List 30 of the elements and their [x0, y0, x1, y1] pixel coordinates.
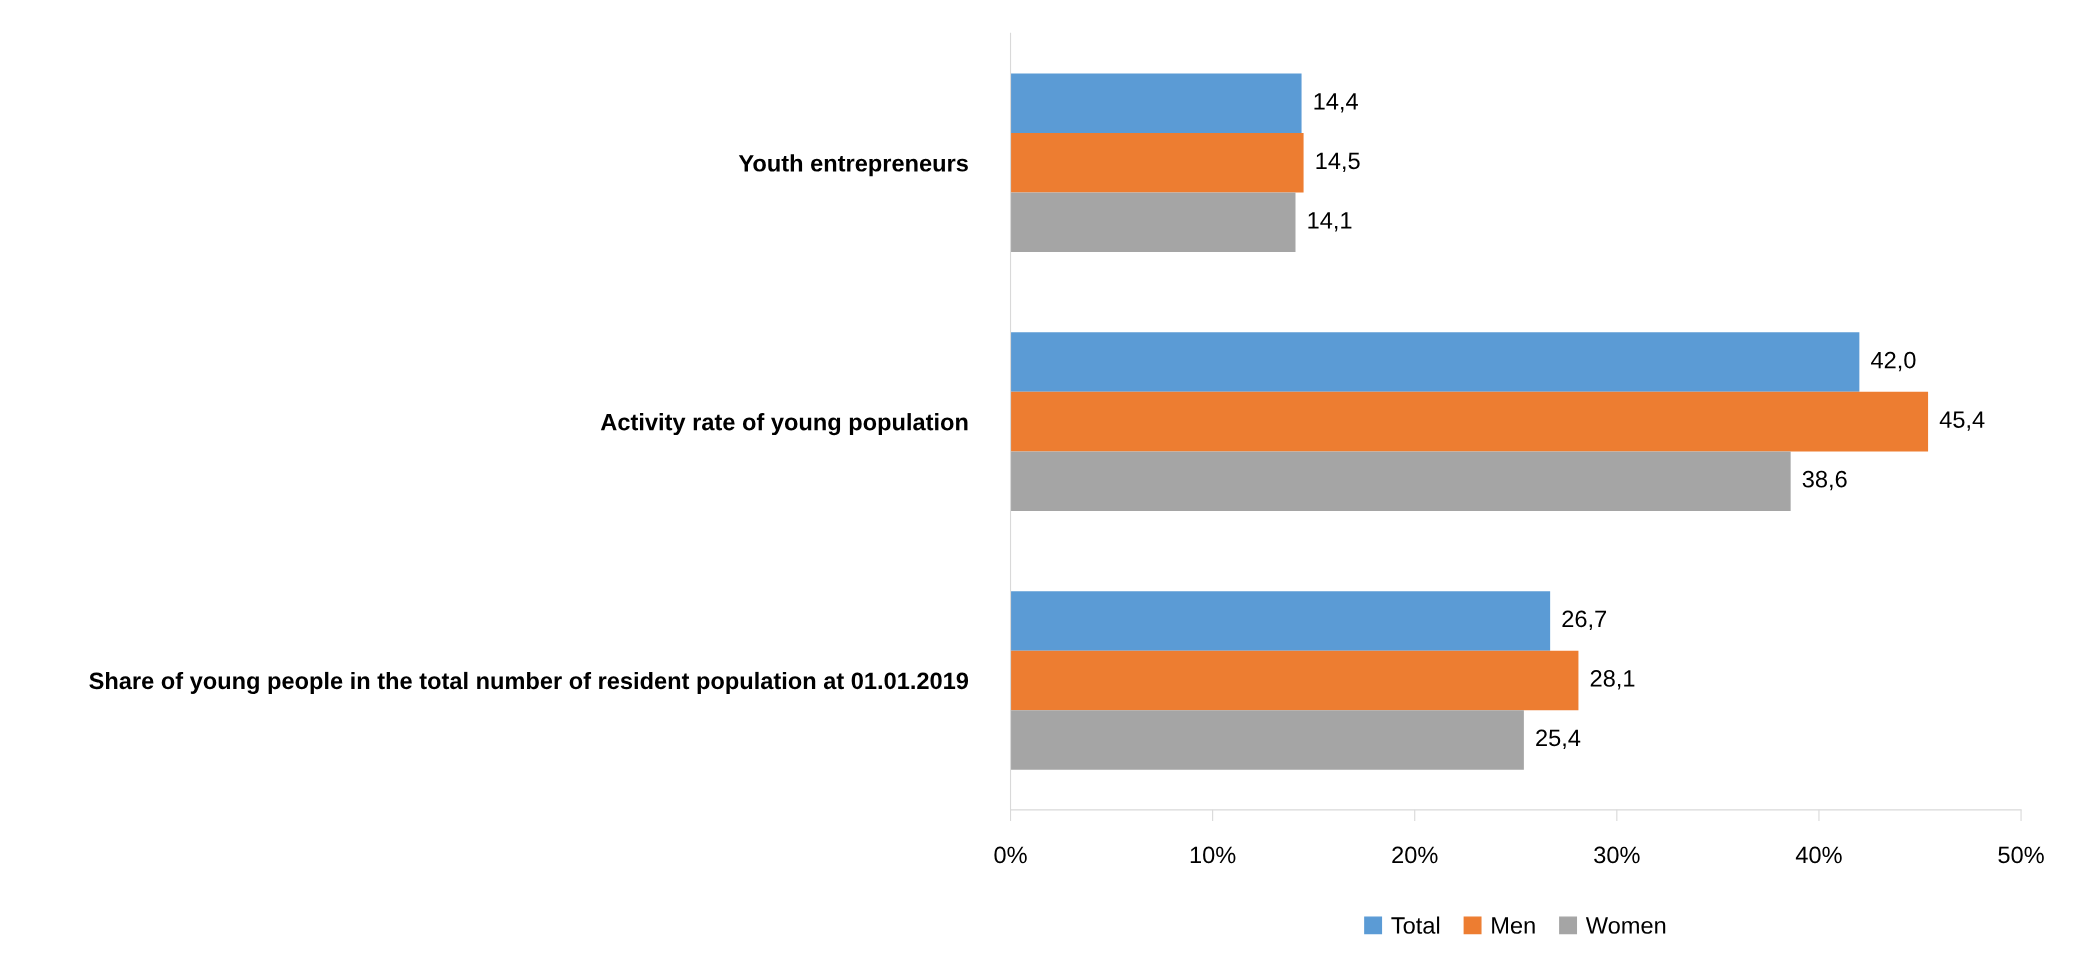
data-label: 38,6	[1802, 470, 1847, 491]
legend-label: Total	[1391, 916, 1440, 934]
y-tick-label: Youth entrepreneurs	[738, 154, 968, 177]
legend-label: Men	[1492, 917, 1535, 934]
x-tick-label: 20%	[1392, 846, 1438, 864]
x-tick-label: 0%	[994, 846, 1027, 864]
data-label: 14,1	[1308, 212, 1352, 232]
bar	[1010, 591, 1551, 651]
bar	[1010, 710, 1524, 770]
x-tick-label: 30%	[1594, 846, 1640, 864]
data-label: 14,4	[1314, 93, 1358, 113]
x-tick-label: 50%	[1998, 846, 2044, 864]
y-tick-label: Share of young people in the total number of resident population at 01.01.2019	[89, 671, 969, 694]
bar	[1010, 391, 1929, 452]
bar	[1010, 73, 1302, 134]
data-label: 42,0	[1871, 351, 1916, 372]
data-label: 45,4	[1939, 411, 1985, 431]
bar	[1010, 332, 1860, 392]
bar	[1010, 133, 1304, 193]
data-label: 25,4	[1536, 729, 1581, 750]
bar	[1010, 451, 1791, 511]
data-label: 14,5	[1316, 152, 1360, 172]
legend-label: Women	[1585, 917, 1666, 934]
data-label: 28,1	[1590, 670, 1635, 690]
y-tick-label: Activity rate of young population	[600, 413, 968, 436]
x-tick-label: 10%	[1190, 846, 1236, 864]
bar	[1010, 650, 1579, 711]
x-tick-label: 40%	[1795, 846, 1842, 864]
bar	[1010, 192, 1296, 253]
data-label: 26,7	[1562, 610, 1607, 631]
